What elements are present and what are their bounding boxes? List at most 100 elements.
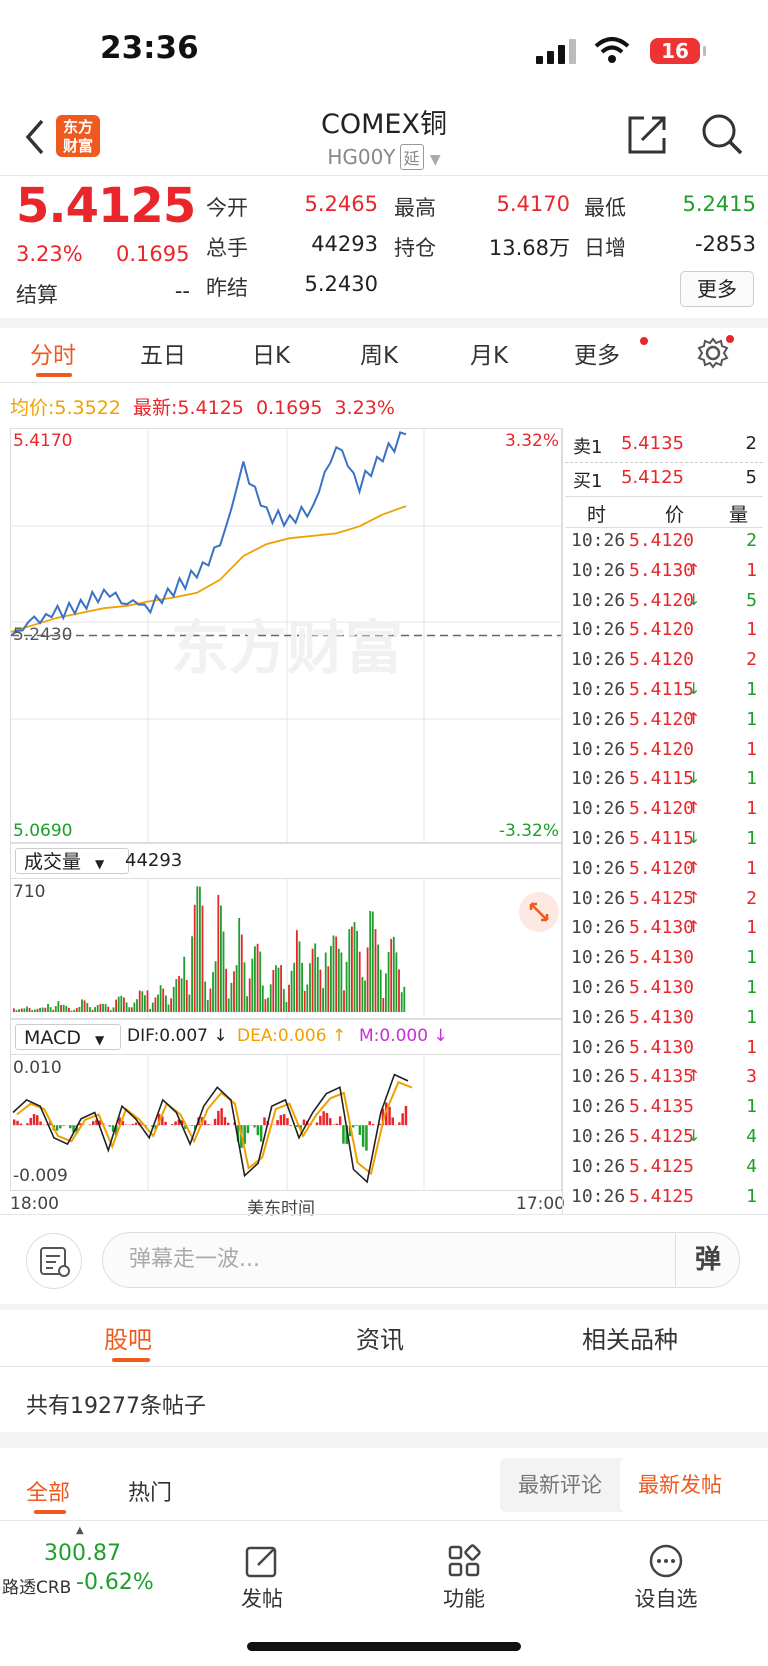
macd-bar (398, 1122, 401, 1125)
volume-bar (168, 1005, 170, 1013)
volume-bar (288, 985, 290, 1012)
index-name[interactable]: 路透CRB (2, 1573, 71, 1598)
nav-post[interactable]: 发帖 (217, 1543, 307, 1613)
volume-bar (217, 895, 219, 1012)
macd-bar (13, 1120, 16, 1126)
volume-bar (162, 989, 164, 1012)
volume-bar (128, 1007, 130, 1012)
macd-bar (372, 1124, 375, 1125)
watermark: 东方财富 (171, 601, 403, 685)
section-tab-1[interactable]: 资讯 (356, 1320, 404, 1355)
volume-bar (325, 953, 327, 1013)
tick-price: 5.4120 (629, 649, 694, 670)
tick-price: 5.4125 (629, 1186, 694, 1207)
volume-bar (102, 1004, 104, 1012)
tick-time: 10:26 (571, 947, 625, 968)
volume-bar (79, 1007, 81, 1012)
volume-chart[interactable]: 成交量▼ 44293 710 (10, 843, 562, 1019)
danmu-button[interactable]: 弹 (675, 1234, 740, 1286)
macd-bar (39, 1122, 42, 1126)
volume-bar (155, 998, 157, 1013)
volume-bar (293, 963, 295, 1012)
tab-1[interactable]: 五日 (140, 336, 186, 370)
tick-time: 10:26 (571, 1186, 625, 1207)
volume-bar (251, 959, 253, 1012)
tick-qty: 1 (746, 1037, 757, 1058)
volume-bar (170, 998, 172, 1012)
share-icon[interactable] (626, 114, 668, 156)
volume-bar (207, 1000, 209, 1012)
status-time: 23:36 (100, 30, 199, 66)
sort-latest-comment[interactable]: 最新评论 (500, 1458, 620, 1512)
macd-bar (392, 1118, 395, 1126)
volume-bar (210, 989, 212, 1013)
volume-bar (275, 965, 277, 1012)
tab-3[interactable]: 周K (360, 336, 398, 370)
volume-bar (377, 945, 379, 1012)
quote-value-5: -2853 (660, 232, 756, 256)
expand-icon[interactable] (519, 892, 559, 932)
volume-bar (183, 957, 185, 1012)
quote-label-1: 最高 (394, 192, 436, 222)
macd-bar (336, 1124, 339, 1126)
macd-bar (164, 1122, 167, 1125)
tab-0[interactable]: 分时 (30, 336, 76, 370)
volume-bar (280, 965, 282, 1012)
macd-bar (286, 1118, 289, 1125)
volume-bar (317, 957, 319, 1012)
tick-price: 5.4130 (629, 560, 694, 581)
subtab-hot[interactable]: 热门 (128, 1475, 172, 1507)
volume-bar (393, 937, 395, 1012)
volume-bar (131, 1007, 133, 1012)
tick-qty: 1 (746, 917, 757, 938)
volume-bar (123, 998, 125, 1013)
volume-bar (388, 952, 390, 1012)
sort-latest-post[interactable]: 最新发帖 (620, 1458, 740, 1512)
dif-line (13, 1075, 408, 1182)
volume-bar (306, 985, 308, 1013)
index-value[interactable]: 300.87 (44, 1541, 121, 1566)
volume-bar (92, 1010, 94, 1012)
volume-bar (181, 978, 183, 1012)
macd-chart[interactable]: MACD▼ DIF:0.007 ↓ DEA:0.006 ↑ M:0.000 ↓ … (10, 1019, 562, 1191)
tab-2[interactable]: 日K (252, 336, 290, 370)
section-tab-2[interactable]: 相关品种 (582, 1320, 678, 1355)
macd-bar (59, 1125, 62, 1128)
volume-bar (175, 979, 177, 1012)
nav-add-watchlist[interactable]: 设自选 (621, 1543, 711, 1613)
time-axis-mid: 美东时间 (247, 1194, 315, 1219)
quote-label-6: 昨结 (206, 272, 248, 302)
quote-label-0: 今开 (206, 192, 248, 222)
nav-function[interactable]: 功能 (419, 1543, 509, 1613)
comment-list-icon[interactable] (26, 1233, 82, 1289)
volume-bar (299, 941, 301, 1012)
danmu-input[interactable]: 弹幕走一波... (102, 1232, 740, 1288)
battery-icon: 16 (650, 38, 700, 64)
volume-bars (11, 844, 561, 1020)
tab-5[interactable]: 更多 (574, 336, 620, 370)
more-fields-button[interactable]: 更多 (680, 271, 754, 307)
volume-bar (403, 987, 405, 1012)
volume-bar (81, 999, 83, 1012)
volume-bar (346, 962, 348, 1012)
section-tab-0[interactable]: 股吧 (104, 1320, 152, 1355)
volume-bar (236, 965, 238, 1012)
intraday-price-chart[interactable]: 5.4170 5.0690 3.32% -3.32% 5.2430 东方财富 (10, 428, 562, 843)
subtab-all[interactable]: 全部 (26, 1475, 70, 1507)
tick-arrow: ↑ (687, 858, 700, 877)
index-change[interactable]: -0.62% (76, 1570, 154, 1595)
volume-bar (267, 998, 269, 1012)
volume-bar (157, 995, 159, 1013)
volume-bar (314, 944, 316, 1013)
quote-value-4: 13.68万 (480, 232, 570, 262)
tab-4[interactable]: 月K (470, 336, 508, 370)
search-icon[interactable] (700, 112, 744, 156)
settings-gear-icon[interactable] (696, 336, 730, 370)
